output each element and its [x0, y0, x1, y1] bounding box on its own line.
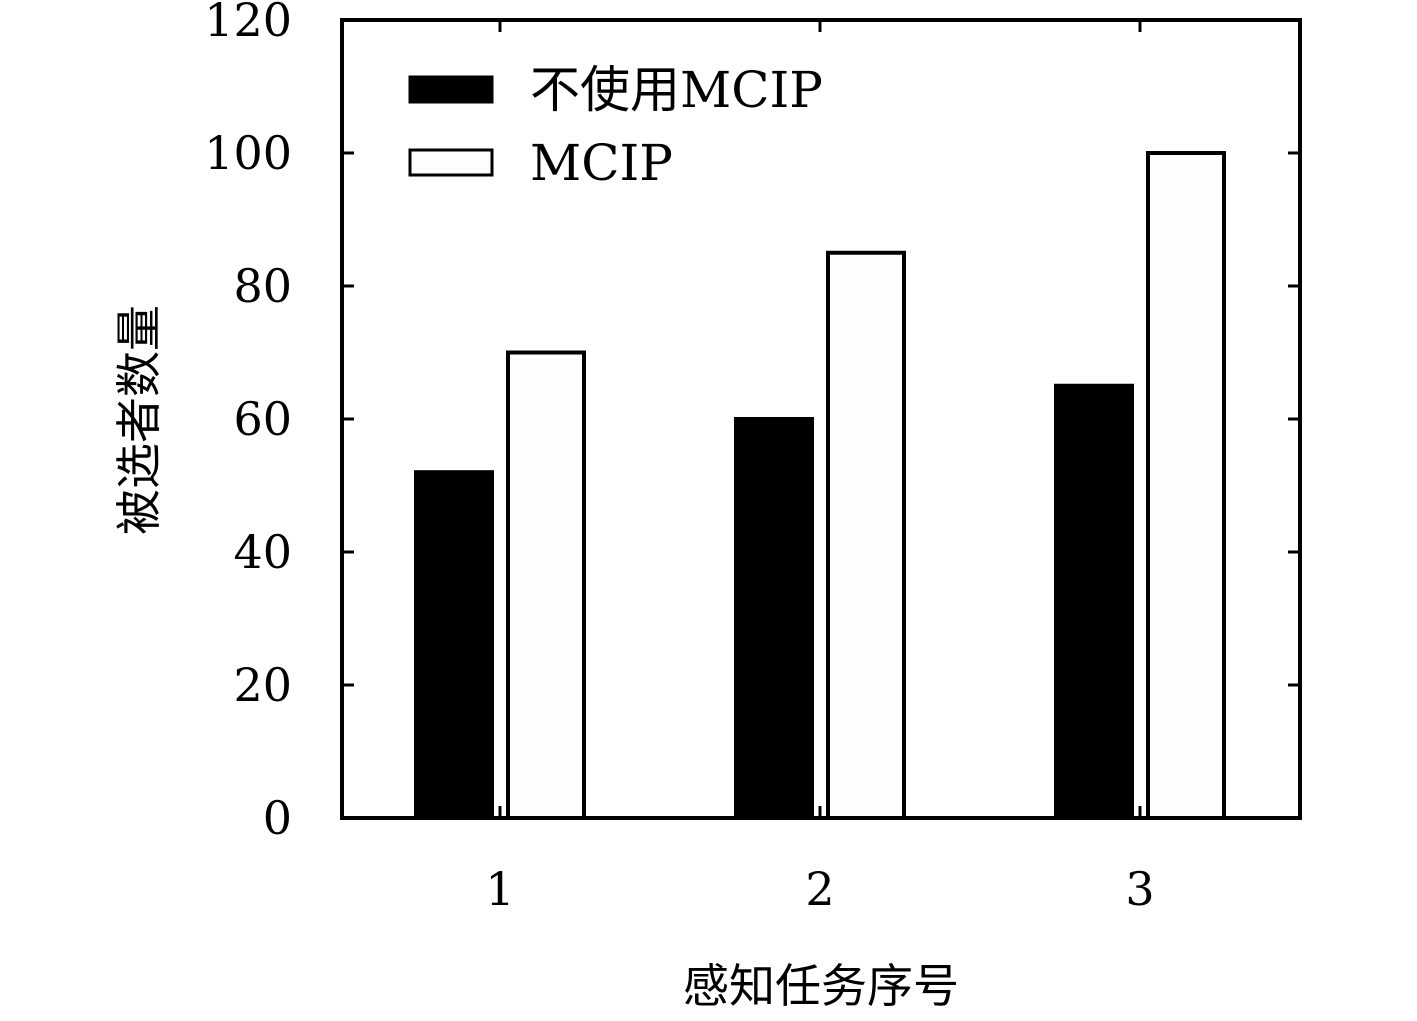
- y-tick-label-20: 20: [233, 658, 292, 712]
- y-tick-label-0: 0: [263, 791, 292, 845]
- y-axis-label: 被选者数量: [112, 305, 166, 535]
- y-tick-label-100: 100: [204, 126, 292, 180]
- x-tick-label-2: 2: [805, 862, 834, 916]
- x-axis-label: 感知任务序号: [683, 959, 959, 1013]
- bar-series-0-task-3: [1054, 383, 1134, 820]
- bar-series-1-task-3: [1146, 151, 1226, 820]
- legend-label-series-0: 不使用MCIP: [530, 61, 823, 119]
- ticks-layer: 0 20 40 60 80 100 120 1 2 3: [204, 0, 1300, 916]
- bar-series-0-task-2: [734, 417, 814, 820]
- y-tick-label-80: 80: [233, 259, 292, 313]
- legend: 不使用MCIP MCIP: [408, 61, 823, 192]
- bar-series-1-task-2: [826, 250, 906, 820]
- bar-series-1-task-1: [506, 350, 586, 820]
- x-tick-label-1: 1: [485, 862, 514, 916]
- legend-swatch-series-1: [408, 148, 494, 177]
- legend-swatch-series-0: [408, 75, 494, 104]
- legend-label-series-1: MCIP: [530, 134, 673, 192]
- bars-layer: [414, 151, 1226, 820]
- y-tick-label-60: 60: [233, 392, 292, 446]
- y-tick-label-120: 120: [204, 0, 292, 47]
- y-tick-label-40: 40: [233, 525, 292, 579]
- bar-series-0-task-1: [414, 470, 494, 820]
- x-tick-label-3: 3: [1125, 862, 1154, 916]
